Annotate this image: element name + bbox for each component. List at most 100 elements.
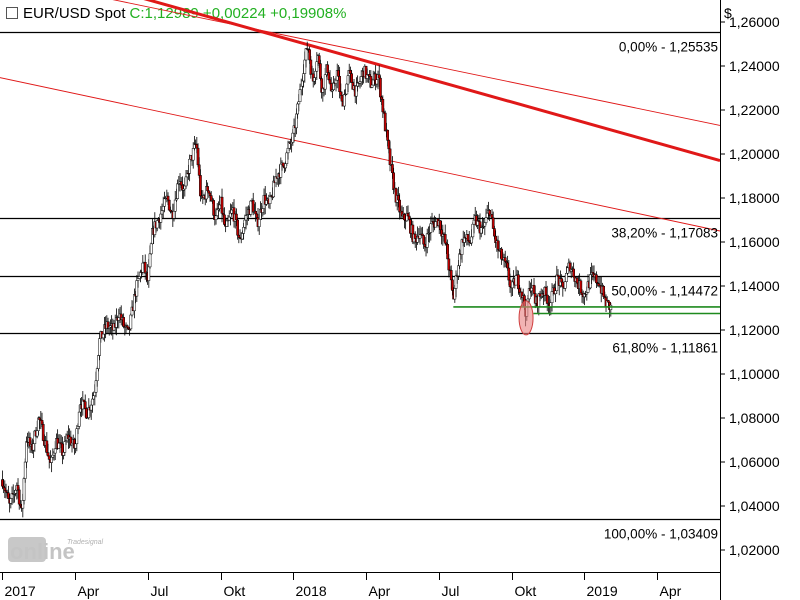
candle-body-7	[9, 498, 13, 504]
candle-body-77	[93, 392, 97, 396]
candle-body-38	[46, 452, 50, 457]
candle-body-316	[380, 96, 383, 100]
x-tick-label-9: Apr	[660, 583, 682, 599]
chart-checkbox-icon[interactable]	[6, 7, 18, 19]
candle-body-237	[285, 152, 289, 164]
y-tick-label-2: 1,06000	[729, 454, 780, 470]
candle-body-51	[62, 452, 65, 456]
candle-body-70	[85, 408, 88, 419]
candle-body-501	[602, 285, 605, 297]
candle-body-280	[337, 70, 340, 77]
fib-label-0: 0,00% - 1,25535	[619, 40, 718, 55]
candle-body-402	[483, 222, 487, 227]
trend-line-2	[0, 77, 721, 232]
candle-body-163	[196, 147, 200, 166]
candle-body-209	[251, 200, 255, 213]
candle-body-261	[314, 70, 317, 78]
chart-symbol[interactable]: EUR/USD Spot	[23, 4, 126, 22]
candle-body-298	[358, 81, 362, 84]
candle-body-273	[328, 79, 332, 84]
candle-body-172	[207, 190, 211, 194]
candle-body-31	[38, 417, 41, 421]
highlight-marker	[518, 300, 534, 336]
candle-body-251	[302, 73, 305, 82]
candle-body-299	[359, 76, 363, 82]
candle-body-74	[89, 404, 93, 411]
candle-body-236	[284, 163, 287, 169]
candle-body-173	[208, 192, 212, 196]
candle-body-43	[52, 452, 56, 456]
candle-body-454	[545, 294, 549, 304]
candle-body-226	[272, 180, 275, 198]
candle-body-195	[235, 213, 238, 221]
candle-body-283	[340, 95, 344, 102]
candle-body-467	[561, 281, 565, 288]
candle-body-325	[391, 164, 394, 174]
candle-body-76	[92, 395, 95, 400]
candle-body-58	[70, 442, 74, 446]
candle-body-319	[383, 112, 387, 132]
candle-body-232	[279, 163, 283, 178]
candle-body-119	[143, 262, 147, 274]
candle-body-183	[220, 196, 224, 214]
candle-body-323	[388, 148, 392, 165]
candle-body-42	[51, 454, 55, 458]
candle-body-189	[227, 216, 231, 221]
candle-body-404	[485, 212, 489, 218]
candle-body-425	[511, 281, 514, 289]
candle-body-264	[317, 55, 321, 64]
candle-body-138	[166, 195, 170, 201]
candle-body-371	[446, 244, 449, 260]
candle-body-392	[471, 223, 475, 238]
fib-label-2: 50,00% - 1,14472	[611, 284, 718, 299]
y-tick-label-1: 1,04000	[729, 498, 780, 514]
candle-body-129	[155, 220, 159, 229]
candle-body-248	[298, 89, 302, 102]
candle-body-448	[538, 293, 542, 297]
y-tick-label-0: 1,02000	[729, 542, 780, 558]
candle-body-124	[149, 243, 153, 255]
candle-body-234	[281, 162, 285, 167]
candle-body-47	[57, 442, 61, 449]
candle-body-34	[41, 424, 45, 441]
candle-body-282	[339, 91, 343, 96]
candle-body-308	[370, 84, 374, 88]
highlight-ellipse	[518, 300, 534, 336]
candle-body-380	[457, 265, 460, 277]
y-tick-label-10: 1,22000	[729, 102, 780, 118]
candle-body-143	[172, 211, 176, 219]
candle-body-144	[173, 199, 177, 212]
fib-level-lines	[0, 31, 720, 521]
x-tick-label-4: 2018	[296, 583, 327, 599]
candle-body-139	[167, 199, 171, 211]
candle-body-339	[407, 215, 411, 220]
x-tick-label-7: Okt	[515, 583, 537, 599]
candle-body-265	[319, 63, 322, 79]
candle-body-223	[268, 196, 272, 204]
candle-body-152	[183, 185, 187, 190]
candle-body-331	[398, 199, 401, 213]
candle-body-399	[479, 227, 483, 234]
candle-body-271	[326, 64, 329, 73]
candle-body-15	[19, 503, 22, 507]
candle-body-483	[580, 292, 584, 295]
candle-body-462	[555, 274, 559, 292]
candle-body-369	[443, 234, 447, 244]
candle-body-19	[23, 461, 27, 479]
candle-body-112	[135, 280, 139, 297]
x-tick-label-3: Okt	[224, 583, 246, 599]
y-tick-label-9: 1,20000	[729, 146, 780, 162]
candle-body-75	[91, 398, 94, 406]
candle-body-338	[406, 213, 410, 217]
candle-body-306	[368, 74, 371, 77]
candle-body-423	[508, 279, 512, 287]
candle-body-453	[544, 287, 548, 296]
candle-body-203	[244, 215, 248, 221]
candle-body-416	[500, 248, 503, 260]
y-tick-label-7: 1,16000	[729, 234, 780, 250]
candle-body-466	[560, 278, 563, 283]
fib-label-1: 38,20% - 1,17083	[611, 226, 718, 241]
candle-body-200	[241, 233, 244, 240]
candle-body-79	[95, 368, 99, 382]
